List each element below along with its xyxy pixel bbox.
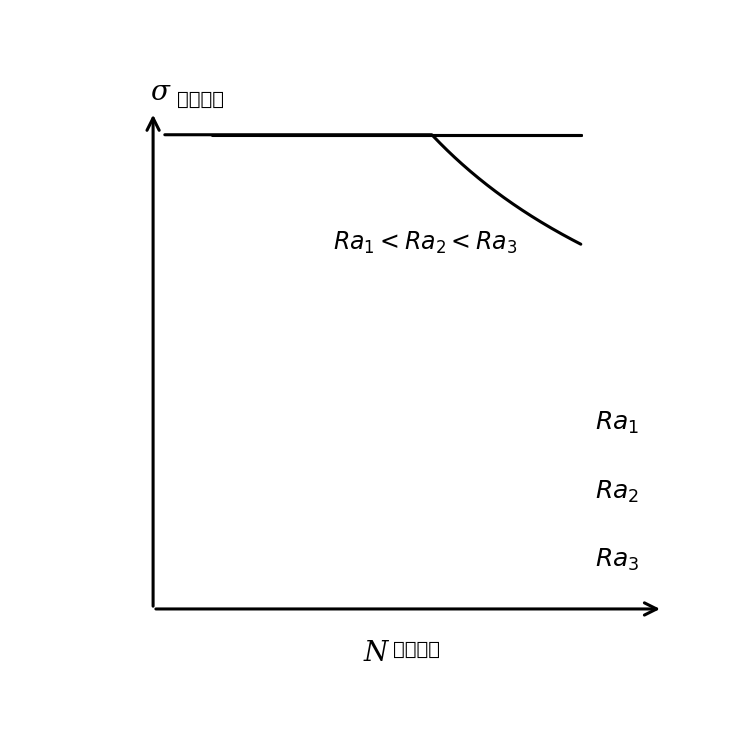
Text: $Ra_1 < Ra_2 < Ra_3$: $Ra_1 < Ra_2 < Ra_3$ xyxy=(333,230,518,257)
Text: $Ra_1$: $Ra_1$ xyxy=(596,410,640,436)
Text: N: N xyxy=(363,640,387,667)
Text: $Ra_2$: $Ra_2$ xyxy=(596,479,640,505)
Text: 标准试样: 标准试样 xyxy=(177,90,224,109)
Text: σ: σ xyxy=(150,79,169,106)
Text: $Ra_3$: $Ra_3$ xyxy=(596,548,640,574)
Text: 标准试样: 标准试样 xyxy=(393,640,440,660)
